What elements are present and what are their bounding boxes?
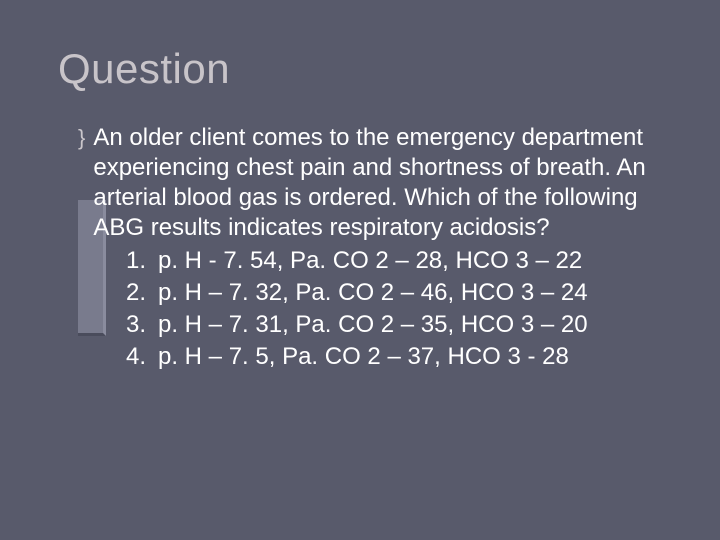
question-text: An older client comes to the emergency d… [93, 123, 670, 243]
option-item: 4. p. H – 7. 5, Pa. CO 2 – 37, HCO 3 - 2… [126, 341, 670, 373]
option-text: p. H – 7. 31, Pa. CO 2 – 35, HCO 3 – 20 [158, 309, 588, 341]
option-text: p. H – 7. 32, Pa. CO 2 – 46, HCO 3 – 24 [158, 277, 588, 309]
options-list: 1. p. H - 7. 54, Pa. CO 2 – 28, HCO 3 – … [78, 245, 670, 373]
bullet-glyph: } [78, 123, 85, 153]
slide-container: Question } An older client comes to the … [0, 0, 720, 540]
option-number: 4. [126, 341, 158, 373]
option-item: 1. p. H - 7. 54, Pa. CO 2 – 28, HCO 3 – … [126, 245, 670, 277]
option-number: 1. [126, 245, 158, 277]
option-number: 2. [126, 277, 158, 309]
option-item: 3. p. H – 7. 31, Pa. CO 2 – 35, HCO 3 – … [126, 309, 670, 341]
option-text: p. H - 7. 54, Pa. CO 2 – 28, HCO 3 – 22 [158, 245, 582, 277]
question-row: } An older client comes to the emergency… [78, 123, 670, 243]
option-text: p. H – 7. 5, Pa. CO 2 – 37, HCO 3 - 28 [158, 341, 569, 373]
slide-content: } An older client comes to the emergency… [0, 123, 720, 373]
slide-title: Question [0, 45, 720, 93]
option-item: 2. p. H – 7. 32, Pa. CO 2 – 46, HCO 3 – … [126, 277, 670, 309]
option-number: 3. [126, 309, 158, 341]
